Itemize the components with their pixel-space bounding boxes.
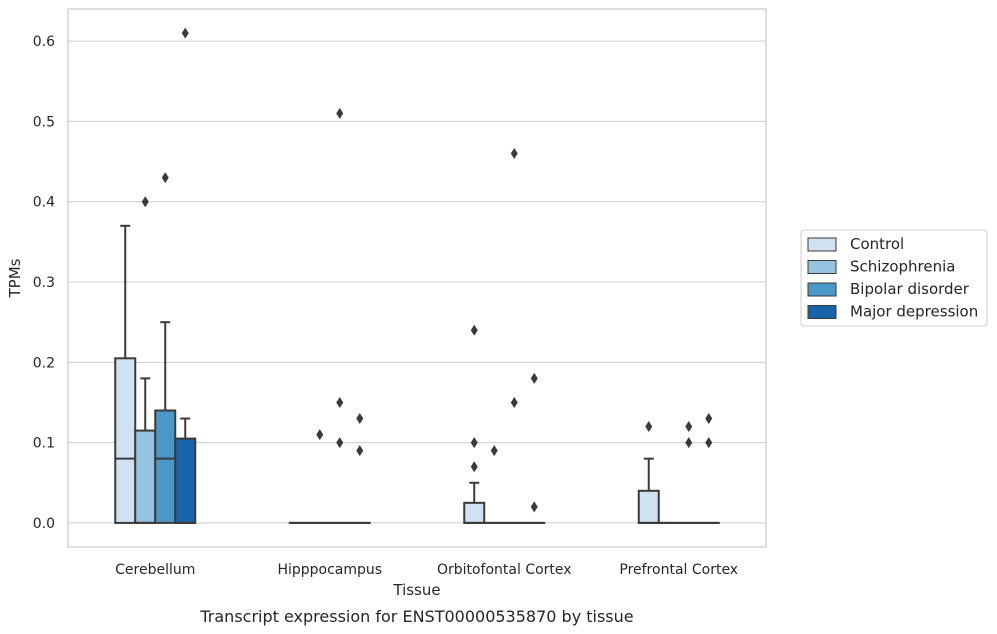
outlier-point	[490, 445, 498, 457]
box-0-1	[134, 196, 157, 524]
outlier-point	[470, 437, 478, 449]
outlier-point	[705, 437, 713, 449]
x-axis-title: Tissue	[392, 581, 440, 599]
box-rect	[174, 437, 197, 524]
x-tick-label: Orbitofontal Cortex	[437, 562, 572, 578]
box-0-2	[154, 172, 177, 524]
legend: Control Schizophrenia Bipolar disorder Majo…	[800, 229, 988, 327]
box-rect	[114, 357, 137, 524]
box-3-0	[637, 421, 660, 524]
y-axis-title: TPMs	[6, 258, 24, 298]
legend-frame	[800, 229, 988, 327]
outlier-point	[685, 437, 693, 449]
y-tick-label: 0.6	[33, 34, 55, 50]
box-3-2	[677, 421, 700, 524]
outlier-point	[470, 324, 478, 336]
legend-swatch	[807, 260, 837, 274]
outlier-point	[530, 501, 538, 513]
legend-label: Schizophrenia	[850, 258, 955, 276]
y-tick-label: 0.5	[33, 114, 55, 130]
box-plots	[114, 27, 720, 524]
x-tick-label: Hipppocampus	[277, 562, 382, 578]
legend-swatch	[807, 282, 837, 297]
legend-label: Control	[850, 235, 904, 253]
legend-swatch	[807, 305, 837, 319]
outlier-point	[161, 172, 169, 184]
outlier-point	[181, 27, 189, 39]
x-tick-label: Prefrontal Cortex	[619, 562, 738, 578]
box-1-3	[348, 413, 371, 524]
box-rect	[463, 501, 486, 524]
outlier-point	[141, 196, 149, 208]
box-2-1	[483, 445, 506, 524]
plot-frame	[67, 8, 767, 548]
y-tick-label: 0.2	[33, 355, 55, 371]
x-tick-labels: Cerebellum Hipppocampus Orbitofontal Corte…	[115, 562, 738, 578]
y-tick-label: 0.0	[33, 516, 55, 532]
legend-label: Major depression	[850, 303, 978, 321]
outlier-point	[356, 445, 364, 457]
box-1-2	[328, 107, 351, 524]
chart-caption: Transcript expression for ENST0000053587…	[199, 607, 633, 626]
outlier-point	[645, 421, 653, 433]
box-2-2	[503, 148, 526, 524]
box-3-3	[697, 413, 720, 524]
box-rect	[637, 489, 660, 524]
y-tick-label: 0.3	[33, 275, 55, 291]
y-tick-label: 0.1	[33, 436, 55, 452]
box-2-0	[463, 324, 486, 524]
box-rect	[134, 429, 157, 524]
y-tick-label: 0.4	[33, 195, 55, 211]
legend-swatch	[807, 237, 837, 252]
box-rect	[154, 409, 177, 524]
x-tick-label: Cerebellum	[115, 562, 195, 578]
box-2-3	[523, 372, 546, 524]
outlier-point	[336, 437, 344, 449]
outlier-point	[705, 413, 713, 425]
outlier-point	[510, 396, 518, 408]
outlier-point	[510, 148, 518, 160]
legend-label: Bipolar disorder	[850, 280, 970, 298]
box-0-0	[114, 224, 137, 524]
outlier-point	[530, 372, 538, 384]
outlier-point	[685, 421, 693, 433]
box-0-3	[174, 27, 197, 524]
outlier-point	[336, 107, 344, 119]
outlier-point	[316, 429, 324, 441]
y-tick-labels: 0.0 0.1 0.2 0.3 0.4 0.5 0.6	[33, 34, 55, 532]
outlier-point	[470, 461, 478, 473]
outlier-point	[336, 396, 344, 408]
box-1-1	[308, 429, 331, 524]
outlier-point	[356, 413, 364, 425]
